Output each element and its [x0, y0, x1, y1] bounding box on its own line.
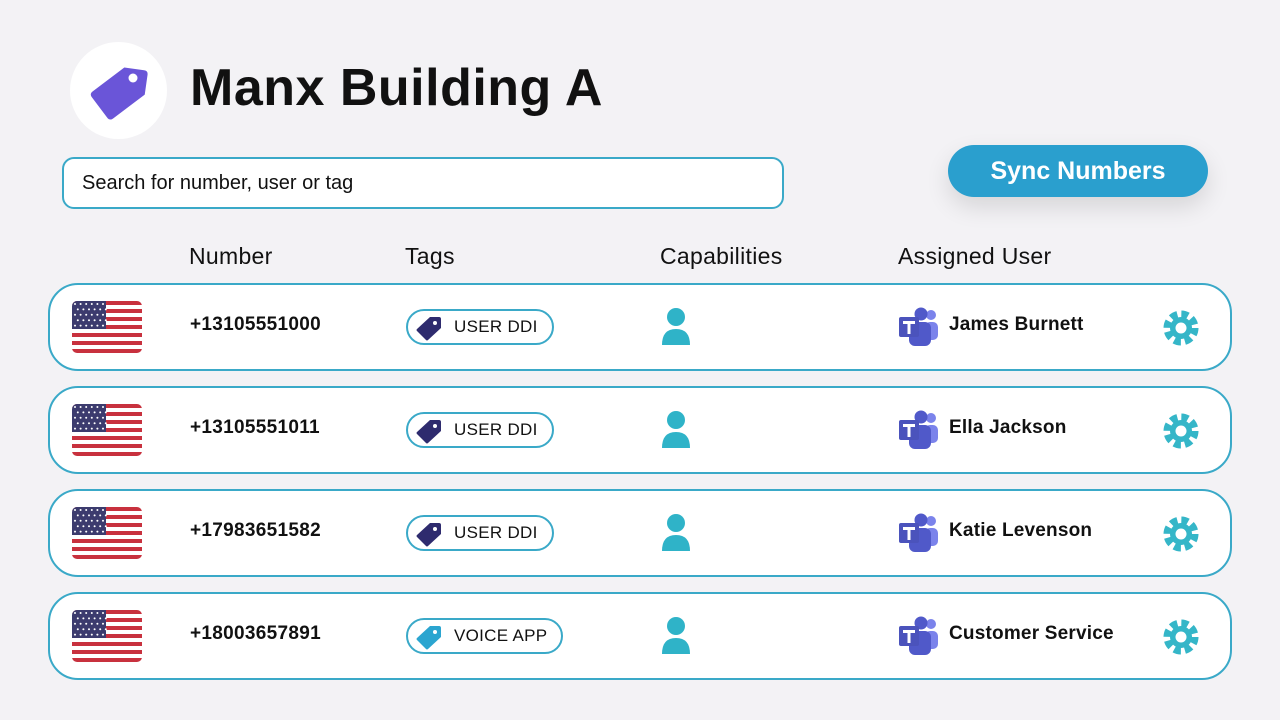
teams-icon [899, 513, 938, 552]
column-header[interactable]: Capabilities [660, 243, 783, 269]
phone-number: +13105551000 [190, 314, 321, 335]
user-capability-icon [662, 308, 690, 345]
tag-icon [416, 523, 441, 547]
teams-icon [899, 307, 938, 346]
tag-icon [416, 317, 441, 341]
number-row[interactable]: +13105551011 USER DDI Ella Jackson [48, 386, 1232, 474]
tag-pill[interactable]: USER DDI [406, 309, 554, 345]
tag-pill[interactable]: USER DDI [406, 515, 554, 551]
tag-label: USER DDI [454, 317, 538, 336]
tag-icon [416, 626, 441, 650]
number-row[interactable]: +18003657891 VOICE APP Customer Service [48, 592, 1232, 680]
column-header[interactable]: Tags [405, 243, 455, 269]
tag-icon [416, 420, 441, 444]
tag-label: USER DDI [454, 523, 538, 542]
phone-number: +17983651582 [190, 520, 321, 541]
us-flag [72, 610, 142, 662]
sync-button[interactable]: Sync Numbers [948, 145, 1208, 197]
tag-label: USER DDI [454, 420, 538, 439]
teams-icon [899, 616, 938, 655]
logo [70, 42, 167, 139]
column-header[interactable]: Number [189, 243, 273, 269]
us-flag [72, 301, 142, 353]
page-title: Manx Building A [190, 59, 603, 117]
us-flag [72, 404, 142, 456]
search-input[interactable]: Search for number, user or tag [62, 157, 784, 209]
settings-gear[interactable] [1162, 309, 1200, 347]
tag-pill[interactable]: VOICE APP [406, 618, 564, 654]
assigned-user: Katie Levenson [949, 520, 1093, 541]
assigned-user: James Burnett [949, 314, 1084, 335]
settings-gear[interactable] [1162, 618, 1200, 656]
column-header[interactable]: Assigned User [898, 243, 1052, 269]
user-capability-icon [662, 514, 690, 551]
tag-label: VOICE APP [454, 626, 548, 645]
settings-gear[interactable] [1162, 515, 1200, 553]
us-flag [72, 507, 142, 559]
assigned-user: Customer Service [949, 623, 1114, 644]
tag-icon [90, 67, 148, 120]
teams-icon [899, 410, 938, 449]
assigned-user: Ella Jackson [949, 417, 1067, 438]
number-row[interactable]: +13105551000 USER DDI James Burnett [48, 283, 1232, 371]
tag-pill[interactable]: USER DDI [406, 412, 554, 448]
user-capability-icon [662, 411, 690, 448]
phone-number: +13105551011 [190, 417, 320, 438]
settings-gear[interactable] [1162, 412, 1200, 450]
user-capability-icon [662, 617, 690, 654]
number-row[interactable]: +17983651582 USER DDI Katie Levenson [48, 489, 1232, 577]
phone-number: +18003657891 [190, 623, 321, 644]
